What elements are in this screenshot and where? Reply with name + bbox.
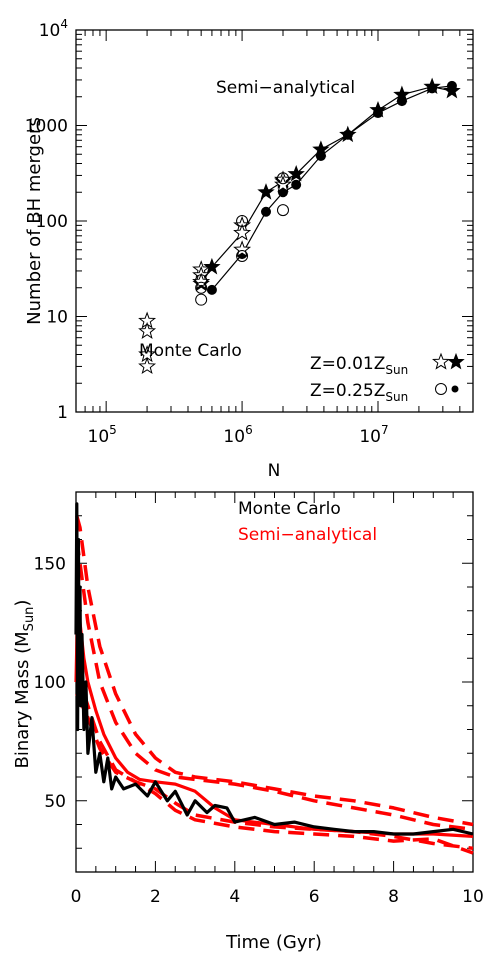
tick-exponent: 6 (245, 423, 253, 437)
top-x-tick-label: 105 (88, 423, 117, 447)
data-point-open-star (233, 240, 252, 258)
monte-carlo-line (74, 502, 474, 836)
data-point-open-circle (276, 172, 289, 185)
data-point-filled-circle (206, 284, 217, 295)
bottom-x-tick-label: 10 (462, 887, 484, 907)
top-x-tick-label: 106 (223, 423, 252, 447)
top-series (138, 77, 461, 375)
tick-exponent: 7 (381, 423, 389, 437)
tick-mantissa: 10 (359, 427, 381, 447)
data-point-open-circle (195, 293, 208, 306)
top-y-tick-label: 1 (57, 403, 68, 423)
series-line-1 (211, 85, 452, 291)
bottom-x-axis-label: Time (Gyr) (225, 932, 322, 953)
bottom-series (74, 502, 474, 855)
data-point-open-circle (236, 250, 249, 263)
tick-mantissa: 10 (88, 427, 110, 447)
ylabel-end: ) (12, 600, 33, 607)
data-point-open-star (138, 356, 157, 375)
binary-mass-panel: N 0 2 4 6 8 10 50 100 150 Binary Mass (MSun) Tim… (12, 461, 484, 953)
ylabel-main: Binary Mass (M (12, 631, 33, 768)
data-point-filled-circle (372, 108, 383, 119)
legend-monte-carlo: Monte Carlo (238, 499, 341, 519)
bottom-x-tick-label: 6 (309, 887, 320, 907)
legend-z001: Z=0.01ZSun (310, 354, 408, 377)
legend-filled-circle-marker (451, 385, 459, 393)
legend-z025-markers (435, 383, 459, 395)
semi-analytical-line-dashed (75, 693, 474, 855)
legend-semi-analytical: Semi−analytical (238, 525, 377, 545)
tick-exponent: 4 (60, 17, 68, 31)
data-point-open-circle (195, 274, 208, 287)
legend-open-star-marker (432, 352, 450, 370)
bottom-x-tick-label: 2 (150, 887, 161, 907)
bottom-axis-ticks: 0 2 4 6 8 10 50 100 150 (34, 491, 484, 907)
data-point-filled-star (203, 257, 221, 275)
legend-filled-star-marker (447, 352, 465, 370)
semi-analytical-line-dashed (75, 539, 474, 832)
top-y-tick-label: 104 (39, 17, 68, 41)
data-point-open-circle (195, 281, 208, 294)
bottom-x-tick-label: 4 (229, 887, 240, 907)
data-point-open-star (138, 321, 157, 339)
legend-z001-markers (432, 352, 465, 370)
top-y-axis-label: Number of BH mergers (24, 117, 45, 325)
data-point-open-circle (236, 215, 249, 227)
top-y-tick-label: 10 (46, 308, 68, 328)
legend-open-circle-marker (435, 383, 447, 395)
top-x-axis-label: N (268, 461, 281, 481)
legend-z001-main: Z=0.01Z (310, 354, 385, 374)
data-point-filled-circle (446, 80, 457, 91)
data-point-filled-circle (427, 83, 438, 94)
top-y-tick-label: 1000 (25, 117, 68, 137)
data-point-filled-circle (396, 96, 407, 107)
bottom-y-tick-label: 50 (44, 792, 66, 812)
annotation-semi-analytical: Semi−analytical (216, 78, 355, 98)
tick-mantissa: 10 (39, 21, 61, 41)
bottom-plot-frame (75, 491, 474, 873)
top-x-tick-label: 107 (359, 423, 388, 447)
top-y-tick-label: 100 (36, 212, 68, 232)
bottom-y-axis-label: Binary Mass (MSun) (12, 600, 37, 769)
semi-analytical-line-dashed (75, 515, 474, 827)
semi-analytical-line-solid (74, 585, 474, 838)
legend-z001-sub: Sun (385, 363, 408, 377)
data-point-filled-circle (315, 150, 326, 161)
data-point-open-circle (276, 204, 289, 217)
bottom-y-tick-label: 150 (34, 554, 66, 574)
data-point-open-star (233, 223, 252, 241)
bottom-y-tick-label: 100 (34, 673, 66, 693)
annotation-monte-carlo: Monte Carlo (139, 341, 242, 361)
tick-exponent: 5 (109, 423, 117, 437)
legend-z025-main: Z=0.25Z (310, 381, 385, 401)
legend-z025-sub: Sun (385, 390, 408, 404)
data-point-filled-star (287, 164, 305, 182)
data-point-filled-circle (291, 179, 302, 190)
data-point-filled-circle (261, 206, 272, 217)
bottom-x-tick-label: 0 (71, 887, 82, 907)
tick-mantissa: 10 (223, 427, 245, 447)
data-point-filled-circle (342, 129, 353, 140)
legend-z025: Z=0.25ZSun (310, 381, 408, 404)
ylabel-sub: Sun (22, 607, 37, 632)
data-point-filled-star (257, 183, 275, 200)
bottom-x-tick-label: 8 (388, 887, 399, 907)
